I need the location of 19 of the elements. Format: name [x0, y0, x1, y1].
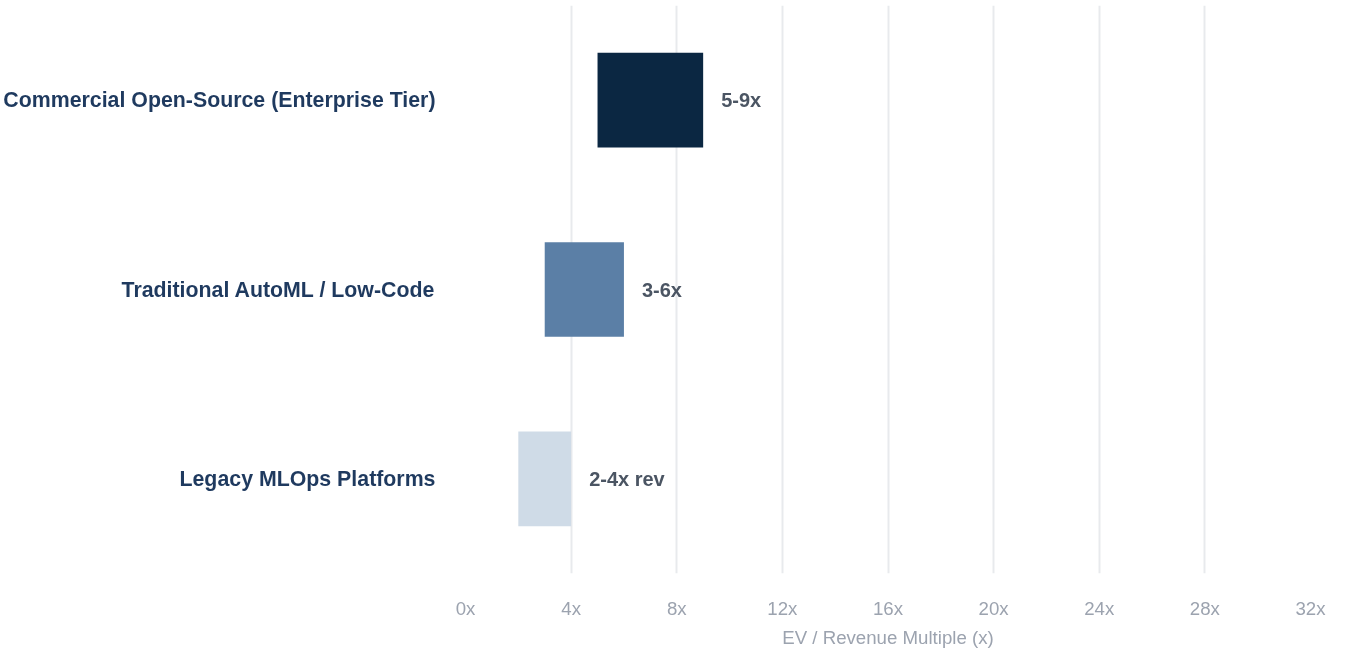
y-tick-label: Commercial Open-Source (Enterprise Tier): [3, 88, 436, 113]
x-axis-title: EV / Revenue Multiple (x): [782, 626, 994, 648]
x-tick-label: 16x: [872, 597, 904, 619]
x-tick-label: 24x: [1084, 597, 1115, 619]
bar: [518, 431, 572, 527]
data-label: 3-6x: [641, 278, 682, 301]
x-tick-label: 0x: [455, 597, 477, 619]
x-tick-label: 12x: [767, 597, 799, 619]
x-tick-label: 28x: [1189, 597, 1221, 619]
x-tick-label: 20x: [978, 597, 1010, 619]
data-label: 2-4x rev: [589, 467, 666, 490]
bar: [597, 52, 704, 148]
data-label: 5-9x: [721, 89, 762, 112]
bar: [544, 242, 624, 337]
y-tick-label: Legacy MLOps Platforms: [179, 466, 436, 491]
x-tick-label: 8x: [666, 597, 688, 619]
x-tick-label: 32x: [1295, 597, 1327, 619]
x-tick-label: 4x: [561, 597, 582, 619]
y-tick-label: Traditional AutoML / Low-Code: [121, 277, 435, 302]
